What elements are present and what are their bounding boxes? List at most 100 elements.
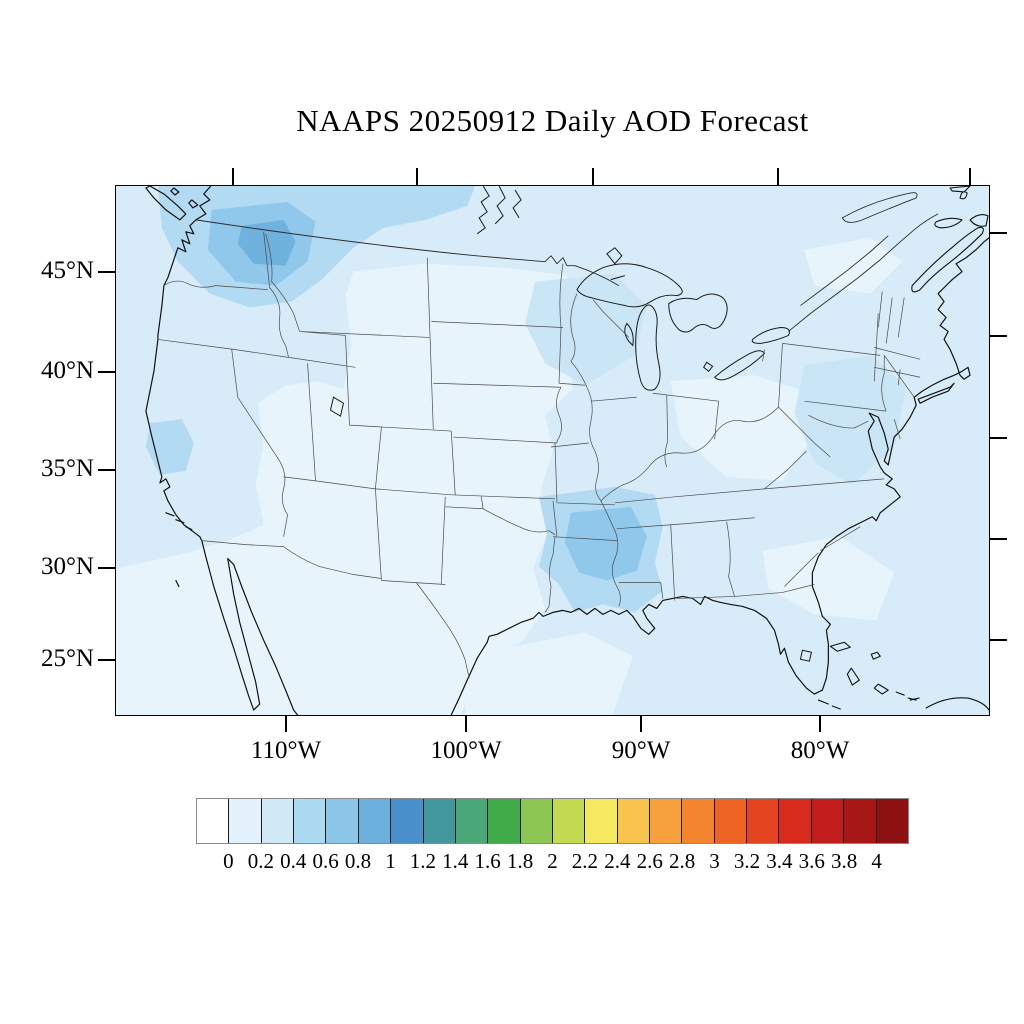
state-borders-west xyxy=(157,231,563,679)
colorbar-tick-label: 1.2 xyxy=(409,849,436,873)
us-canada-border xyxy=(195,219,620,287)
lat-tick-right xyxy=(990,639,1007,641)
aod-patch-upper-midwest xyxy=(525,273,647,386)
colorbar-segment xyxy=(325,799,358,843)
colorbar-segment xyxy=(551,799,585,843)
colorbar-segment xyxy=(197,799,229,843)
coastline-gulf-atlantic xyxy=(450,237,989,715)
state-borders-south xyxy=(614,488,861,601)
colorbar-tick-label: 2.6 xyxy=(636,849,663,873)
colorbar-tick-label: 0.2 xyxy=(247,849,274,873)
colorbar-segment xyxy=(746,799,779,843)
lon-tick-label: 80°W xyxy=(790,737,850,764)
isle-royale xyxy=(610,275,625,281)
state-borders-east xyxy=(762,291,921,490)
colorbar-tick-label: 3 xyxy=(709,849,720,873)
colorbar-segment xyxy=(519,799,552,843)
lake-okeechobee xyxy=(799,649,813,662)
colorbar-segment xyxy=(390,799,423,843)
colorbar-segment xyxy=(293,799,326,843)
lon-tick-top xyxy=(777,168,779,185)
lake-erie xyxy=(713,350,766,381)
green-bay xyxy=(624,322,634,347)
colorbar-segment xyxy=(228,799,261,843)
colorbar-segment xyxy=(454,799,488,843)
coastline-pacific-baja xyxy=(145,186,299,715)
colorbar-segment xyxy=(875,799,908,843)
colorbar-segment xyxy=(681,799,714,843)
colorbar-segment xyxy=(616,799,650,843)
lat-tick-left xyxy=(98,371,115,373)
lat-tick-label: 35°N xyxy=(40,454,94,482)
lat-tick-right xyxy=(990,437,1007,439)
lon-tick-top xyxy=(232,168,234,185)
lat-tick-left xyxy=(98,659,115,661)
lon-tick-top xyxy=(592,168,594,185)
gaspe-peninsula xyxy=(841,192,939,231)
lat-tick-left xyxy=(98,469,115,471)
colorbar-tick-label: 0 xyxy=(223,849,234,873)
colorbar-segment xyxy=(357,799,391,843)
colorbar-tick-label: 2.8 xyxy=(669,849,696,873)
colorbar-tick-label: 2 xyxy=(547,849,558,873)
cape-breton xyxy=(969,214,989,227)
prince-edward-island xyxy=(934,217,963,229)
conus-aod-map xyxy=(116,186,989,715)
colorbar-segment xyxy=(713,799,747,843)
aod-fill-layer xyxy=(116,186,989,715)
bahamas xyxy=(829,641,917,701)
state-borders xyxy=(157,231,921,679)
lat-tick-left xyxy=(98,271,115,273)
manitoba-lakes xyxy=(476,186,522,235)
aod-core-south-arkansas xyxy=(564,506,647,581)
map-plot-area xyxy=(115,185,990,716)
colorbar-segment xyxy=(843,799,876,843)
florida-keys xyxy=(817,699,841,710)
colorbar-segment xyxy=(422,799,455,843)
colorbar-segment xyxy=(487,799,520,843)
long-island xyxy=(917,382,955,404)
lat-tick-label: 45°N xyxy=(40,256,94,284)
canada-borders xyxy=(195,192,939,332)
aod-colorbar xyxy=(196,798,909,844)
colorbar-tick-label: 1.4 xyxy=(442,849,469,873)
lon-tick-bottom xyxy=(819,716,821,732)
lon-tick-bottom xyxy=(465,716,467,732)
colorbar-tick-label: 1.6 xyxy=(474,849,501,873)
maritimes-and-islands xyxy=(817,186,989,711)
lat-tick-right xyxy=(990,335,1007,337)
lat-tick-left xyxy=(98,567,115,569)
colorbar-tick-label: 2.4 xyxy=(604,849,631,873)
lon-tick-bottom xyxy=(640,716,642,732)
lon-tick-bottom xyxy=(285,716,287,732)
colorbar-segment xyxy=(778,799,811,843)
st-lawrence-river xyxy=(788,229,915,332)
state-borders-central xyxy=(544,263,779,613)
lake-st-clair xyxy=(703,361,714,372)
aod-peak-idaho-panhandle xyxy=(237,219,296,266)
cuba-coast xyxy=(909,697,989,711)
colorbar-tick-label: 3.8 xyxy=(831,849,858,873)
lon-tick-label: 110°W xyxy=(250,737,322,764)
colorbar-segment xyxy=(810,799,844,843)
nova-scotia xyxy=(911,226,984,293)
great-salt-lake xyxy=(329,396,345,417)
lat-tick-label: 30°N xyxy=(40,552,94,580)
great-lakes xyxy=(329,186,813,662)
colorbar-tick-label: 3.4 xyxy=(766,849,793,873)
aod-pale-gulf-west xyxy=(465,632,633,715)
colorbar-tick-label: 0.6 xyxy=(312,849,339,873)
lat-tick-right xyxy=(990,538,1007,540)
colorbar-tick-label: 1.8 xyxy=(506,849,534,873)
lake-michigan xyxy=(635,304,661,391)
lon-tick-top xyxy=(416,168,418,185)
vancouver-island xyxy=(145,186,199,221)
chart-title: NAAPS 20250912 Daily AOD Forecast xyxy=(296,103,809,138)
colorbar-tick-label: 3.2 xyxy=(733,849,761,873)
colorbar-tick-label: 4 xyxy=(871,849,882,873)
lon-tick-label: 90°W xyxy=(611,737,671,764)
lake-superior xyxy=(576,263,683,308)
colorbar-tick-label: 3.6 xyxy=(798,849,825,873)
lake-ontario xyxy=(751,326,790,344)
lon-tick-top xyxy=(969,168,971,185)
